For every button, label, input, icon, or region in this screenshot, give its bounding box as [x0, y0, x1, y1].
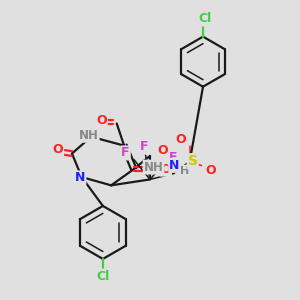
- Text: N: N: [169, 159, 180, 172]
- Text: NH: NH: [144, 160, 164, 174]
- Text: Cl: Cl: [199, 13, 212, 26]
- Text: O: O: [157, 144, 168, 158]
- Text: O: O: [205, 164, 216, 176]
- Text: O: O: [176, 134, 186, 146]
- Text: S: S: [188, 154, 198, 168]
- Text: H: H: [180, 166, 189, 176]
- Text: F: F: [169, 152, 177, 164]
- Text: N: N: [75, 172, 86, 184]
- Text: Cl: Cl: [96, 269, 110, 283]
- Text: O: O: [160, 163, 171, 176]
- Text: NH: NH: [79, 129, 99, 142]
- Text: O: O: [96, 114, 107, 127]
- Text: F: F: [121, 146, 130, 159]
- Text: O: O: [52, 143, 63, 157]
- Text: F: F: [140, 140, 148, 153]
